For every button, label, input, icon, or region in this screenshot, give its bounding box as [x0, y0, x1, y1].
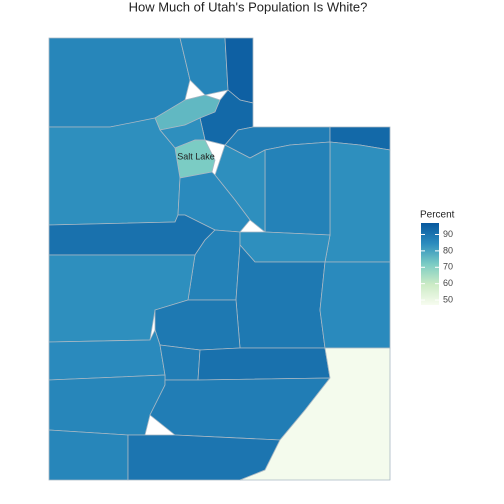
- legend-tick-label: 50: [443, 294, 453, 304]
- county: [154, 299, 241, 351]
- county: [239, 347, 391, 481]
- colorbar: [421, 223, 439, 305]
- legend-tick-label: 90: [443, 229, 453, 239]
- county: [48, 429, 129, 481]
- county: [239, 231, 331, 263]
- legend-title: Percent: [420, 210, 455, 221]
- county: [264, 141, 331, 236]
- map: [48, 37, 391, 481]
- county: [324, 141, 391, 263]
- legend-tick-label: 80: [443, 245, 453, 255]
- county: [179, 37, 229, 96]
- legend-tick-label: 70: [443, 262, 453, 272]
- county-label: Salt Lake: [177, 151, 215, 161]
- chart-title: How Much of Utah's Population Is White?: [129, 0, 368, 14]
- county: [319, 261, 391, 349]
- county: [48, 117, 181, 226]
- county: [197, 347, 331, 381]
- county: [159, 344, 201, 381]
- legend-tick-label: 60: [443, 278, 453, 288]
- county: [48, 374, 166, 436]
